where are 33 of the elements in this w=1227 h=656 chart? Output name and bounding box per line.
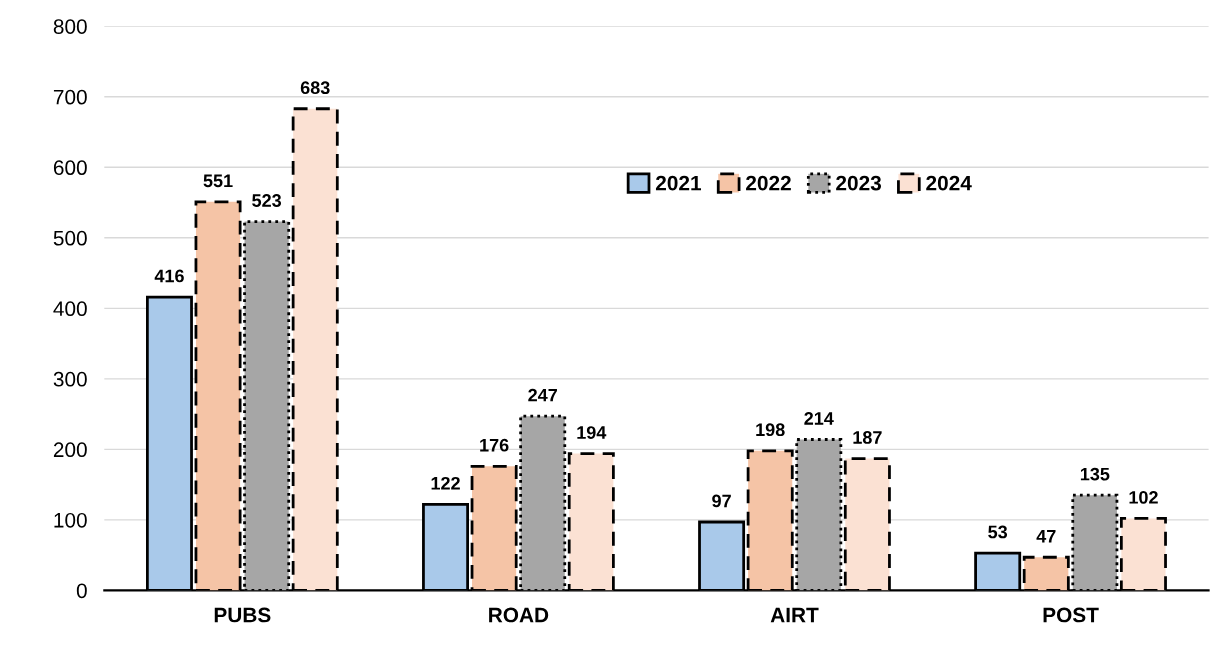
y-tick-label: 700: [53, 89, 87, 105]
data-label: 47: [1036, 529, 1056, 543]
y-tick-label: 800: [53, 19, 87, 34]
data-label: 214: [804, 412, 834, 425]
data-label: 102: [1129, 491, 1158, 504]
legend-label: 2021: [655, 175, 701, 191]
legend-label: 2024: [926, 175, 972, 191]
x-tick-label: POST: [1043, 607, 1099, 623]
y-tick-label: 500: [53, 230, 87, 246]
legend-label: 2023: [836, 175, 882, 191]
data-label: 53: [988, 525, 1008, 539]
data-label: 97: [712, 494, 731, 508]
y-tick-label: 400: [53, 301, 87, 317]
y-tick-label: 300: [53, 371, 87, 387]
data-label: 523: [252, 194, 282, 207]
y-tick-label: 600: [53, 160, 87, 176]
data-label: 135: [1080, 467, 1110, 481]
data-label: 176: [480, 438, 509, 452]
data-label: 122: [431, 476, 460, 490]
legend-label: 2022: [746, 175, 791, 191]
data-label: 187: [853, 431, 882, 444]
data-label: 416: [154, 269, 184, 283]
data-label: 198: [756, 423, 785, 437]
x-tick-label: AIRT: [770, 607, 819, 623]
data-label: 194: [577, 426, 607, 439]
y-tick-label: 200: [53, 442, 87, 458]
x-tick-label: ROAD: [489, 607, 549, 623]
data-label: 551: [203, 174, 233, 188]
data-label: 247: [528, 388, 557, 402]
x-tick-label: PUBS: [214, 607, 271, 623]
data-label: 683: [300, 81, 330, 95]
y-tick-label: 100: [54, 512, 87, 528]
y-tick-label: 0: [76, 583, 87, 599]
